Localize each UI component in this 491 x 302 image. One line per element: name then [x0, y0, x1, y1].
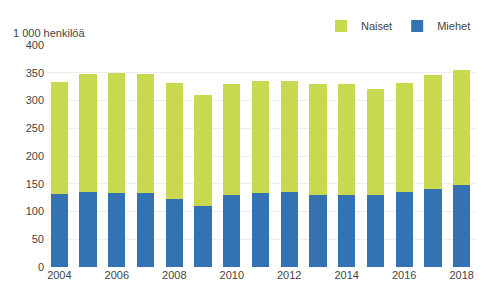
svg-text:200: 200 — [26, 150, 44, 162]
svg-text:250: 250 — [26, 122, 44, 134]
svg-text:2006: 2006 — [105, 269, 129, 281]
svg-text:2010: 2010 — [220, 269, 244, 281]
svg-text:Naiset: Naiset — [361, 20, 392, 32]
svg-text:150: 150 — [26, 178, 44, 190]
svg-text:300: 300 — [26, 94, 44, 106]
svg-text:2008: 2008 — [162, 269, 186, 281]
svg-text:0: 0 — [38, 261, 44, 273]
svg-text:50: 50 — [32, 233, 44, 245]
svg-text:2012: 2012 — [277, 269, 301, 281]
svg-text:350: 350 — [26, 67, 44, 79]
svg-text:2018: 2018 — [449, 269, 473, 281]
svg-text:2016: 2016 — [392, 269, 416, 281]
svg-text:400: 400 — [26, 39, 44, 51]
svg-text:2004: 2004 — [47, 269, 71, 281]
svg-text:100: 100 — [26, 205, 44, 217]
svg-text:1 000 henkilöä: 1 000 henkilöä — [13, 27, 85, 39]
svg-text:2014: 2014 — [334, 269, 358, 281]
svg-text:Miehet: Miehet — [437, 20, 470, 32]
